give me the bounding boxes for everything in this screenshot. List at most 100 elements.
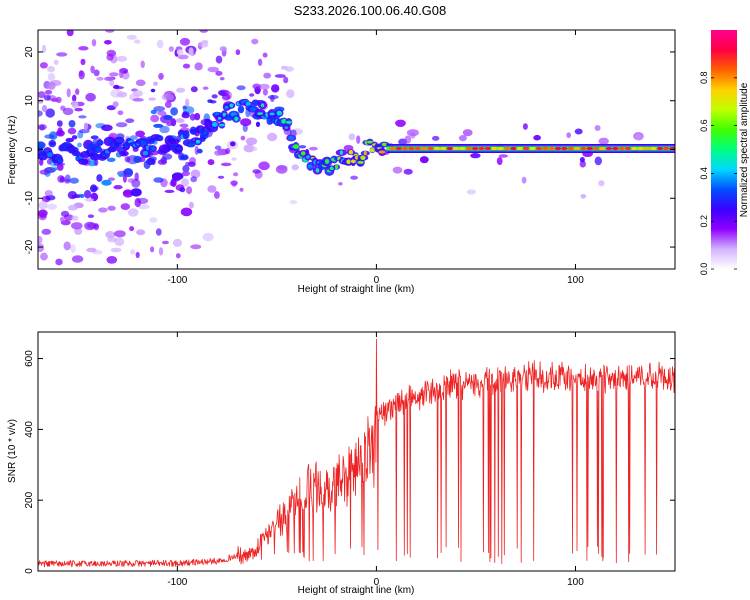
- spectrogram-noise-blob: [177, 54, 189, 60]
- spectrogram-noise-blob: [634, 133, 643, 141]
- spectrogram-noise-blob: [47, 72, 56, 82]
- colorbar-gradient: [711, 30, 737, 269]
- spectrogram-ridge-core: [269, 112, 275, 116]
- spectrogram-noise-blob: [219, 46, 227, 52]
- spectrogram-line-peak: [586, 146, 593, 151]
- spectrogram-noise-blob: [579, 157, 585, 163]
- spectrogram-ridge-core: [252, 100, 259, 106]
- spectrogram-noise-blob: [105, 231, 116, 239]
- spectrogram-noise-blob: [135, 130, 146, 138]
- spectrogram-ridge-core: [306, 155, 310, 159]
- spectrogram-noise-blob: [150, 246, 155, 253]
- spectrogram-line-peak: [656, 146, 664, 151]
- spectrogram-noise-blob: [55, 258, 63, 266]
- spectrogram-noise-blob: [107, 205, 116, 211]
- spectrogram-line-peak: [663, 146, 670, 151]
- snr-x-tick-label: 0: [374, 577, 380, 588]
- spectrogram-line-peak: [573, 146, 581, 151]
- spectrogram-line-peak: [624, 146, 632, 151]
- spectrogram-noise-blob: [94, 159, 99, 167]
- spectrogram-noise-blob: [93, 223, 100, 231]
- spectrogram-noise-blob: [255, 121, 261, 128]
- spectrogram-noise-blob: [580, 194, 587, 199]
- spectrogram-noise-blob: [211, 94, 218, 99]
- spectrogram-ridge-core: [329, 166, 334, 171]
- spectrogram-line-peak: [452, 146, 460, 151]
- spectrogram-noise-blob: [106, 256, 118, 264]
- spectrogram-noise-blob: [41, 228, 52, 235]
- spectrogram-ridge-core: [107, 139, 112, 144]
- spectrogram-noise-blob: [419, 156, 429, 164]
- spectrogram-noise-blob: [126, 34, 137, 40]
- spectrogram-x-ticks: -100 0 100: [167, 30, 584, 286]
- spectrogram-ridge-core: [217, 116, 222, 120]
- spectrogram-noise-blob: [164, 100, 172, 109]
- spectrogram-noise-blob: [91, 39, 97, 47]
- spectrogram-noise-blob: [188, 201, 194, 209]
- spectrogram-noise-blob: [162, 240, 169, 245]
- spectrogram-ridge-core: [93, 155, 98, 159]
- spectrogram-noise-blob: [403, 168, 413, 175]
- spectrogram-noise-blob: [249, 93, 255, 97]
- spectrogram-line-peak: [593, 146, 600, 151]
- spectrogram-ridge-core: [73, 151, 79, 156]
- spectrogram-noise-blob: [64, 174, 71, 183]
- spectrogram-noise-blob: [409, 132, 416, 139]
- spectrogram-noise-blob: [180, 178, 189, 187]
- snr-series-line: [38, 338, 675, 568]
- spectrogram-noise-blob: [168, 46, 174, 52]
- spectrogram-noise-blob: [70, 244, 76, 253]
- spectrogram-noise-blob: [119, 70, 124, 79]
- spectrogram-ridge-core: [195, 139, 201, 144]
- spectrogram-ridge-core: [157, 136, 162, 140]
- spectrogram-noise-blob: [161, 93, 174, 101]
- spectrogram-noise-blob: [90, 184, 98, 193]
- spectrogram-ridge-core: [369, 148, 376, 153]
- spectrogram-noise-blob: [72, 94, 77, 103]
- spectrogram-noise-blob: [127, 178, 136, 184]
- spectrogram-noise-blob: [230, 141, 236, 147]
- spectrogram-noise-blob: [171, 173, 182, 182]
- spectrogram-noise-blob: [60, 210, 70, 217]
- spectrogram-noise-blob: [232, 183, 237, 187]
- spectrogram-x-tick-label: -100: [167, 275, 187, 286]
- spectrogram-noise-blob: [179, 187, 186, 193]
- spectrogram-noise-blob: [275, 165, 288, 174]
- spectrogram-ridge-core: [324, 159, 330, 164]
- spectrogram-noise-blob: [338, 182, 343, 186]
- spectrogram-noise-blob: [122, 189, 134, 198]
- spectrogram-noise-blob: [156, 39, 164, 49]
- spectrogram-noise-blob: [44, 190, 53, 197]
- colorbar-tick-label: 0.6: [699, 119, 709, 132]
- spectrogram-ridge-core: [124, 144, 129, 149]
- spectrogram-line-peak: [459, 146, 466, 151]
- spectrogram-noise-blob: [153, 177, 164, 183]
- spectrogram-ridge-core: [203, 130, 208, 135]
- spectrogram-noise-blob: [186, 186, 193, 195]
- spectrogram-noise-blob: [46, 158, 52, 165]
- spectrogram-line-peak: [522, 146, 530, 151]
- spectrogram-ridge-core: [140, 140, 146, 145]
- spectrogram-ridge-core: [300, 151, 306, 156]
- spectrogram-noise-blob: [263, 72, 272, 79]
- spectrogram-noise-blob: [598, 180, 605, 187]
- spectrogram-noise-blob: [78, 115, 87, 119]
- spectrogram-ridge-core: [285, 120, 292, 124]
- spectrogram-noise-blob: [252, 169, 261, 174]
- colorbar-label: Normalized spectral amplitude: [739, 82, 750, 217]
- spectrogram-noise-blob: [127, 208, 139, 217]
- spectrogram-line-peak: [421, 146, 428, 151]
- spectrogram-noise-blob: [251, 38, 259, 45]
- spectrogram-noise-blob: [470, 153, 481, 159]
- spectrogram-noise-blob: [39, 169, 50, 175]
- spectrogram-noise-blob: [96, 76, 104, 81]
- spectrogram-noise-blob: [522, 123, 528, 130]
- spectrogram-noise-blob: [44, 134, 55, 139]
- spectrogram-noise-blob: [284, 66, 294, 72]
- spectrogram-noise-blob: [106, 53, 114, 61]
- spectrogram-noise-blob: [496, 157, 503, 166]
- spectrogram-noise-blob: [215, 70, 223, 76]
- spectrogram-ridge-core: [307, 164, 313, 168]
- spectrogram-noise-blob: [199, 30, 208, 33]
- colorbar-tick-label: 0.4: [699, 167, 709, 180]
